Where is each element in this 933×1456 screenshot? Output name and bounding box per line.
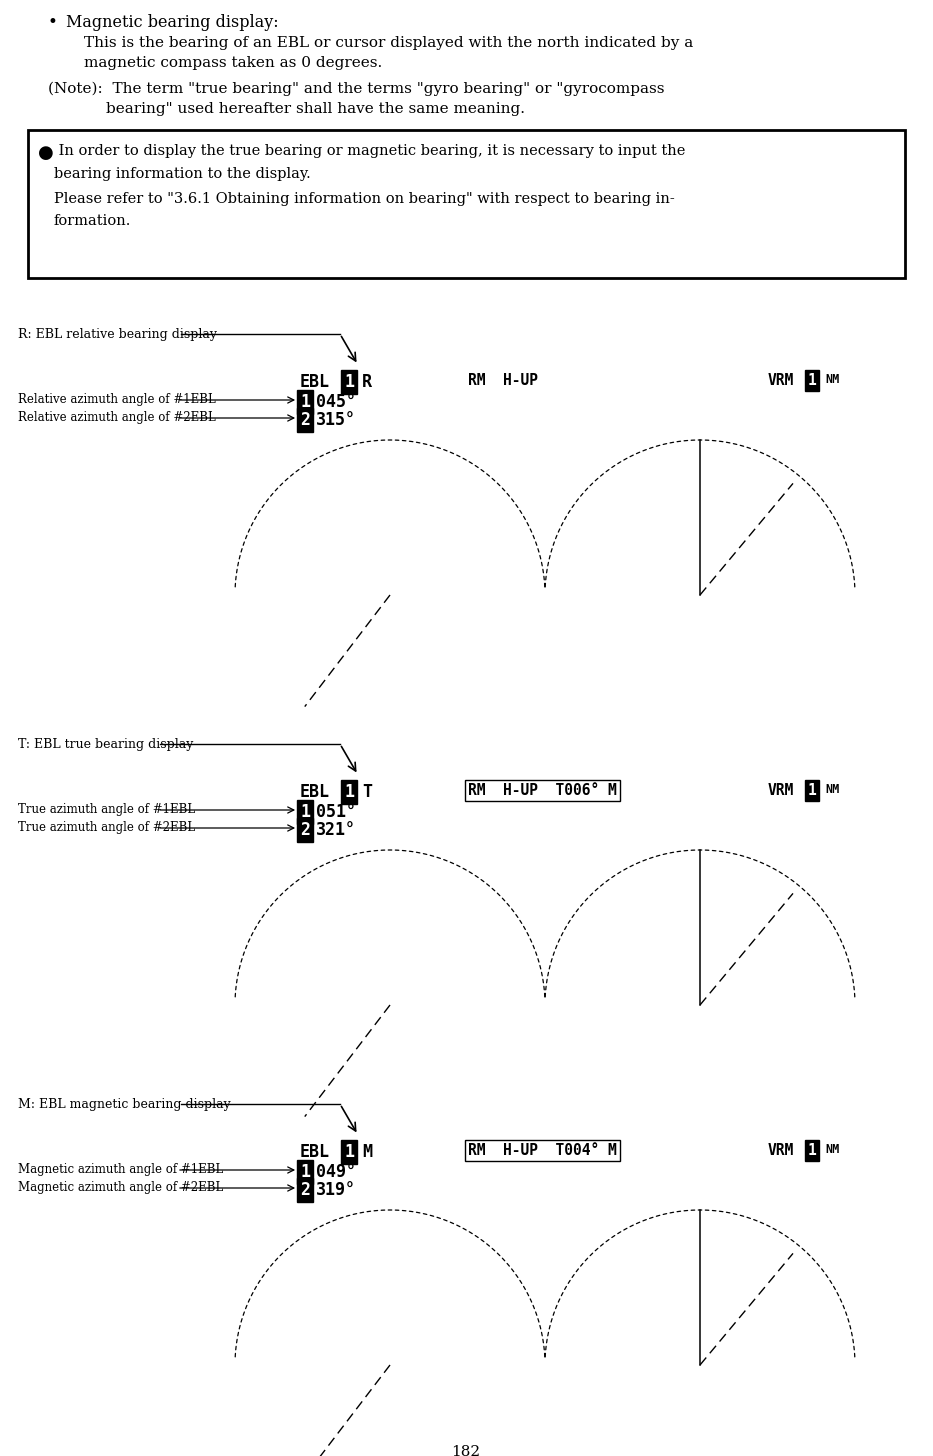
Text: 1: 1 (300, 804, 310, 821)
Text: formation.: formation. (54, 214, 132, 229)
Text: T: EBL true bearing display: T: EBL true bearing display (18, 738, 193, 751)
Text: 315°: 315° (316, 411, 356, 430)
Text: 1: 1 (808, 783, 816, 798)
Text: 2: 2 (300, 411, 310, 430)
Text: ●: ● (38, 144, 54, 162)
Text: 1: 1 (344, 373, 354, 392)
Text: 045°: 045° (316, 393, 356, 411)
Text: 049°: 049° (316, 1163, 356, 1181)
Text: EBL: EBL (300, 373, 330, 392)
Text: 2: 2 (300, 1181, 310, 1198)
Text: 1: 1 (344, 1143, 354, 1160)
Text: VRM: VRM (768, 1143, 794, 1158)
Text: In order to display the true bearing or magnetic bearing, it is necessary to inp: In order to display the true bearing or … (54, 144, 686, 159)
Text: NM: NM (825, 783, 840, 796)
Text: 051°: 051° (316, 804, 356, 821)
Text: NM: NM (825, 373, 840, 386)
Text: M: EBL magnetic bearing display: M: EBL magnetic bearing display (18, 1098, 230, 1111)
Text: 1: 1 (300, 393, 310, 411)
Text: NM: NM (825, 1143, 840, 1156)
Text: R: R (362, 373, 372, 392)
Text: T: T (362, 783, 372, 801)
Text: VRM: VRM (768, 373, 794, 387)
Text: 319°: 319° (316, 1181, 356, 1198)
Text: True azimuth angle of #2EBL: True azimuth angle of #2EBL (18, 821, 195, 834)
Text: Magnetic azimuth angle of #1EBL: Magnetic azimuth angle of #1EBL (18, 1163, 223, 1176)
Text: Relative azimuth angle of #2EBL: Relative azimuth angle of #2EBL (18, 411, 216, 424)
Text: magnetic compass taken as 0 degrees.: magnetic compass taken as 0 degrees. (84, 55, 383, 70)
Text: 1: 1 (808, 1143, 816, 1158)
Bar (28, 130, 905, 278)
Text: R: EBL relative bearing display: R: EBL relative bearing display (18, 328, 217, 341)
Text: 1: 1 (300, 1163, 310, 1181)
Text: RM  H-UP  T004° M: RM H-UP T004° M (468, 1143, 617, 1158)
Text: 182: 182 (452, 1444, 480, 1456)
Text: (Note):  The term "true bearing" and the terms "gyro bearing" or "gyrocompass: (Note): The term "true bearing" and the … (48, 82, 664, 96)
Text: EBL: EBL (300, 1143, 330, 1160)
Text: RM  H-UP: RM H-UP (468, 373, 538, 387)
Text: Please refer to "3.6.1 Obtaining information on bearing" with respect to bearing: Please refer to "3.6.1 Obtaining informa… (54, 192, 675, 205)
Text: EBL: EBL (300, 783, 330, 801)
Text: 1: 1 (344, 783, 354, 801)
Text: 321°: 321° (316, 821, 356, 839)
Text: RM  H-UP  T006° M: RM H-UP T006° M (468, 783, 617, 798)
Text: Magnetic bearing display:: Magnetic bearing display: (66, 15, 279, 31)
Text: 1: 1 (808, 373, 816, 387)
Text: bearing" used hereafter shall have the same meaning.: bearing" used hereafter shall have the s… (106, 102, 525, 116)
Text: This is the bearing of an EBL or cursor displayed with the north indicated by a: This is the bearing of an EBL or cursor … (84, 36, 693, 50)
Text: True azimuth angle of #1EBL: True azimuth angle of #1EBL (18, 804, 195, 815)
Text: •: • (48, 15, 58, 31)
Text: VRM: VRM (768, 783, 794, 798)
Text: M: M (362, 1143, 372, 1160)
Text: Relative azimuth angle of #1EBL: Relative azimuth angle of #1EBL (18, 393, 216, 406)
Text: bearing information to the display.: bearing information to the display. (54, 167, 311, 181)
Text: Magnetic azimuth angle of #2EBL: Magnetic azimuth angle of #2EBL (18, 1181, 223, 1194)
Text: 2: 2 (300, 821, 310, 839)
